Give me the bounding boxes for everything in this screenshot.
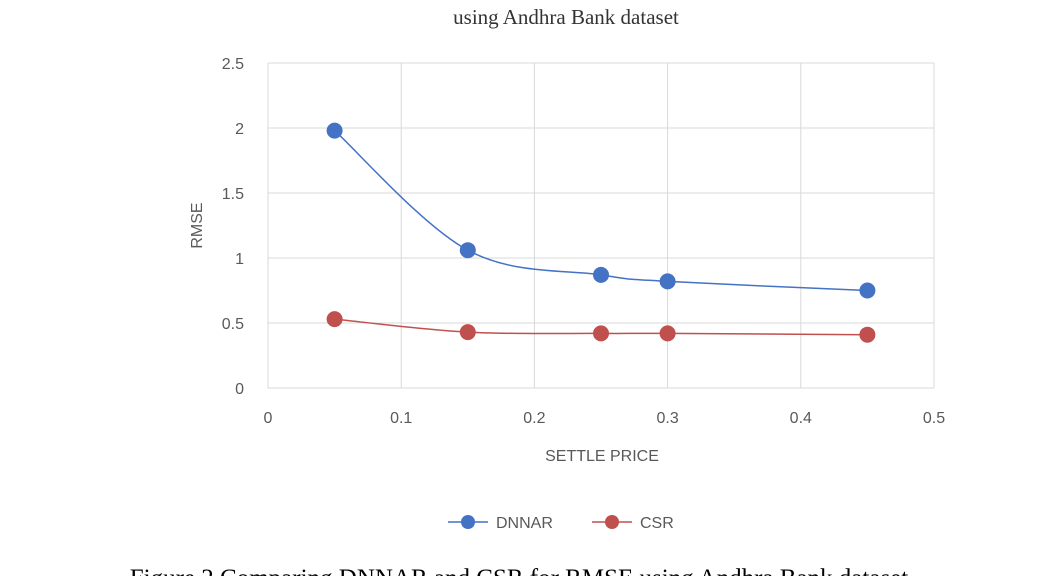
data-point-dnnar (459, 242, 476, 259)
data-point-dnnar (326, 122, 343, 139)
data-point-csr (859, 326, 876, 343)
y-tick-label: 0 (235, 381, 244, 398)
x-tick-label: 0.2 (523, 410, 545, 427)
series-line-dnnar (334, 130, 868, 292)
legend-label-csr: CSR (640, 515, 674, 532)
y-tick-label: 1.5 (222, 186, 244, 203)
data-point-dnnar (859, 282, 876, 299)
chart-legend: DNNAR CSR (448, 515, 674, 532)
x-tick-label: 0.3 (656, 410, 678, 427)
chart-tick-labels: 0 0.1 0.2 0.3 0.4 0.5 0 0.5 1 1.5 2 2.5 (222, 56, 945, 427)
x-tick-label: 0.1 (390, 410, 412, 427)
chart-title: using Andhra Bank dataset (453, 5, 679, 29)
figure-caption: Figure 2 Comparing DNNAR and CSR for RMS… (130, 565, 908, 576)
chart-series (326, 122, 876, 343)
y-axis-title: RMSE (189, 202, 206, 248)
y-tick-label: 2 (235, 121, 244, 138)
x-axis-title: SETTLE PRICE (545, 448, 659, 465)
y-tick-label: 2.5 (222, 56, 244, 73)
x-tick-label: 0.5 (923, 410, 945, 427)
chart-gridlines (267, 62, 935, 389)
data-point-csr (593, 325, 609, 342)
legend-label-dnnar: DNNAR (496, 515, 553, 532)
legend-marker-csr (605, 515, 619, 529)
y-tick-label: 1 (235, 251, 244, 268)
data-point-csr (459, 324, 476, 341)
x-tick-label: 0 (264, 410, 273, 427)
legend-marker-dnnar (461, 515, 475, 529)
data-point-dnnar (659, 273, 676, 290)
data-point-dnnar (593, 266, 609, 283)
data-point-csr (326, 311, 343, 328)
data-point-csr (659, 325, 676, 342)
x-tick-label: 0.4 (790, 410, 812, 427)
y-tick-label: 0.5 (222, 316, 244, 333)
